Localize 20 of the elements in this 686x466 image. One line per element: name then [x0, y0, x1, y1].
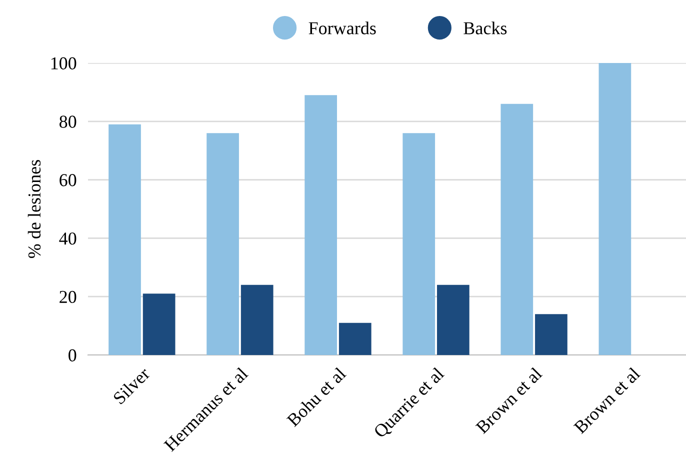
bar	[500, 104, 534, 355]
y-tick-label: 20	[60, 290, 76, 304]
bar	[436, 284, 470, 355]
legend-label: Forwards	[308, 22, 376, 34]
bar	[108, 124, 141, 355]
bar	[338, 322, 372, 355]
y-tick-label: 100	[51, 57, 76, 70]
bar	[598, 63, 632, 355]
y-axis-title: % de lesiones	[28, 160, 41, 258]
y-tick-label: 0	[68, 349, 76, 362]
y-tick-label: 60	[60, 174, 76, 186]
bar	[402, 133, 436, 355]
y-tick-label: 40	[59, 232, 76, 245]
bar	[142, 294, 176, 355]
bar	[240, 284, 274, 355]
y-tick-label: 80	[60, 116, 76, 128]
bar	[304, 95, 338, 355]
bar	[535, 314, 568, 355]
legend-label: Backs	[464, 22, 507, 34]
bar	[206, 133, 239, 355]
